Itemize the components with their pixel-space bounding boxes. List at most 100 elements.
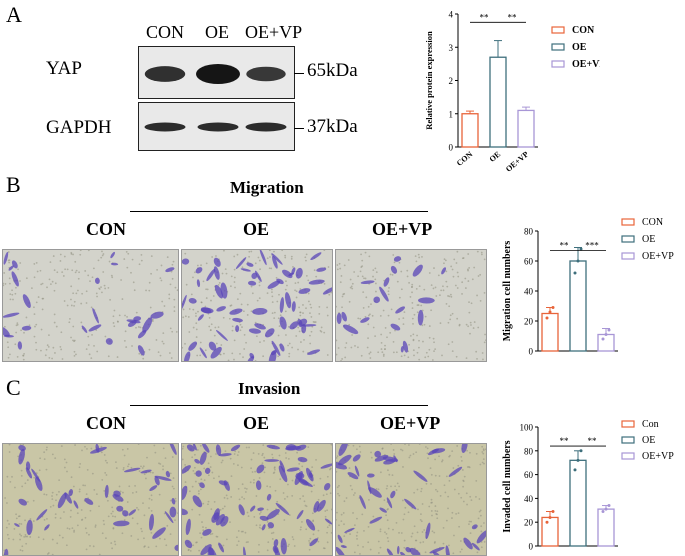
pore-dot: [453, 534, 455, 537]
pore-dot: [464, 277, 467, 280]
pore-dot: [119, 490, 122, 493]
pore-dot: [349, 286, 352, 289]
pore-dot: [24, 535, 27, 538]
pore-dot: [381, 447, 384, 450]
legend-label: CON: [572, 25, 595, 36]
pore-dot: [214, 326, 217, 329]
stained-cell: [471, 524, 478, 530]
pore-dot: [42, 538, 45, 541]
stained-cell: [171, 498, 176, 505]
pore-dot: [213, 501, 216, 503]
pore-dot: [138, 263, 141, 266]
legend-swatch: [551, 43, 565, 51]
pore-dot: [451, 450, 454, 452]
pore-dot: [295, 296, 298, 299]
pore-dot: [24, 519, 26, 522]
pore-dot: [91, 472, 94, 475]
stained-cell: [374, 454, 389, 462]
pore-dot: [465, 323, 468, 326]
pore-dot: [175, 330, 178, 333]
pore-dot: [364, 315, 367, 318]
pore-dot: [472, 327, 475, 329]
pore-dot: [8, 451, 11, 453]
pore-dot: [444, 259, 447, 262]
pore-dot: [441, 459, 444, 462]
pore-dot: [95, 292, 98, 295]
pore-dot: [65, 461, 68, 464]
pore-dot: [172, 487, 175, 490]
stained-cell: [279, 343, 285, 352]
pore-dot: [222, 316, 225, 319]
pore-dot: [243, 348, 246, 350]
pore-dot: [406, 275, 409, 278]
pore-dot: [46, 517, 48, 520]
pore-dot: [317, 529, 320, 532]
pore-dot: [87, 250, 90, 252]
pore-dot: [103, 454, 106, 456]
stained-cell: [206, 268, 216, 282]
pore-dot: [389, 331, 392, 334]
pore-dot: [122, 491, 124, 494]
pore-dot: [254, 262, 257, 265]
pore-dot: [302, 350, 305, 353]
pore-dot: [434, 286, 437, 289]
stained-cell: [405, 547, 412, 553]
pore-dot: [357, 544, 359, 547]
pore-dot: [25, 542, 28, 545]
y-tick-label: 2: [449, 76, 454, 86]
pore-dot: [51, 280, 54, 283]
pore-dot: [118, 485, 121, 488]
pore-dot: [235, 536, 238, 539]
pore-dot: [434, 474, 437, 477]
pore-dot: [273, 317, 276, 320]
pore-dot: [424, 315, 427, 318]
pore-dot: [305, 307, 307, 310]
pore-dot: [403, 354, 406, 357]
pore-dot: [249, 481, 252, 484]
pore-dot: [460, 548, 463, 551]
pore-dot: [263, 456, 266, 459]
pore-dot: [349, 278, 352, 281]
pore-dot: [430, 473, 433, 476]
pore-dot: [72, 292, 75, 295]
pore-dot: [150, 494, 153, 497]
stained-cell: [218, 480, 228, 486]
stained-cell: [229, 308, 243, 315]
pore-dot: [395, 489, 398, 491]
stained-cell: [128, 509, 137, 516]
pore-dot: [473, 321, 476, 323]
pore-dot: [347, 259, 350, 261]
pore-dot: [162, 332, 165, 335]
pore-dot: [384, 327, 387, 329]
stained-cell: [342, 324, 359, 335]
stained-cell: [3, 326, 10, 337]
pore-dot: [234, 286, 236, 289]
pore-dot: [326, 526, 329, 529]
data-point: [576, 458, 580, 462]
pore-dot: [221, 507, 224, 510]
stained-cell: [309, 538, 319, 547]
pore-dot: [137, 444, 140, 446]
legend-swatch: [551, 26, 565, 34]
pore-dot: [417, 508, 419, 511]
pore-dot: [239, 323, 242, 326]
pore-dot: [350, 285, 353, 288]
pore-dot: [206, 288, 209, 291]
pore-dot: [242, 530, 244, 533]
pore-dot: [232, 462, 235, 465]
pore-dot: [84, 516, 87, 519]
y-tick-label: 100: [520, 423, 534, 433]
pore-dot: [270, 267, 273, 270]
pore-dot: [188, 308, 191, 310]
pore-dot: [479, 273, 482, 276]
pore-dot: [184, 481, 187, 483]
stained-cell: [274, 546, 281, 555]
pore-dot: [184, 315, 187, 318]
pore-dot: [367, 337, 369, 340]
stained-cell: [251, 272, 258, 279]
pore-dot: [85, 548, 88, 551]
pore-dot: [7, 537, 10, 540]
pore-dot: [467, 253, 470, 255]
membrane-background: [336, 250, 486, 361]
pore-dot: [84, 445, 86, 448]
